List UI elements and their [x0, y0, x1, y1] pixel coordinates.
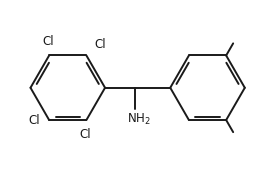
Text: Cl: Cl — [28, 113, 40, 127]
Text: Cl: Cl — [95, 38, 106, 51]
Text: Cl: Cl — [42, 35, 54, 49]
Text: Cl: Cl — [80, 128, 91, 141]
Text: NH$_2$: NH$_2$ — [127, 112, 151, 127]
